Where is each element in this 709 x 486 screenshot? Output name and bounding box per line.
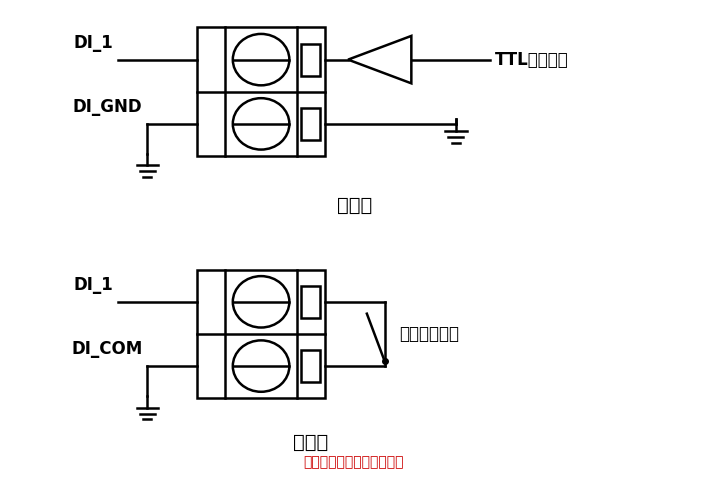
Bar xyxy=(197,270,325,398)
Text: 干接点: 干接点 xyxy=(293,433,328,452)
Bar xyxy=(301,44,320,76)
Text: 数字量输入信号接线示意图: 数字量输入信号接线示意图 xyxy=(303,455,404,469)
Text: 湿接点: 湿接点 xyxy=(337,195,373,214)
Ellipse shape xyxy=(233,276,289,328)
Ellipse shape xyxy=(233,34,289,86)
Text: TTL电平输入: TTL电平输入 xyxy=(496,51,569,69)
Polygon shape xyxy=(348,36,411,83)
Bar xyxy=(301,108,320,140)
Text: 开关信号输入: 开关信号输入 xyxy=(399,325,459,343)
Text: DI_COM: DI_COM xyxy=(71,340,143,358)
Text: DI_1: DI_1 xyxy=(73,34,113,52)
Ellipse shape xyxy=(233,340,289,392)
Bar xyxy=(301,350,320,382)
Bar xyxy=(301,286,320,318)
Bar xyxy=(197,28,325,156)
Text: DI_1: DI_1 xyxy=(73,276,113,294)
Ellipse shape xyxy=(233,98,289,150)
Text: DI_GND: DI_GND xyxy=(73,98,143,116)
